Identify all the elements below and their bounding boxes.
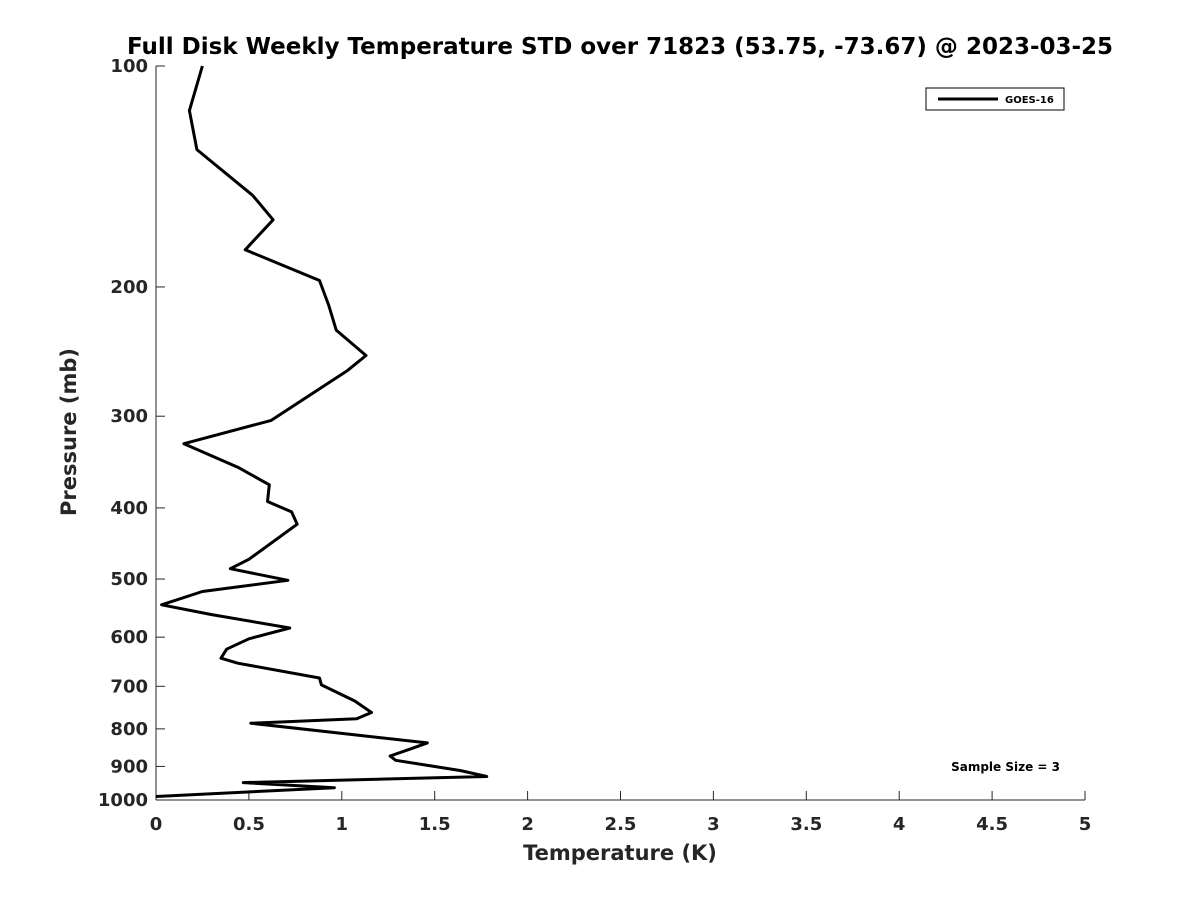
axes xyxy=(155,66,1085,801)
y-tick-label: 500 xyxy=(110,569,148,590)
x-tick-label: 1 xyxy=(336,814,349,835)
x-tick-label: 1.5 xyxy=(419,814,451,835)
y-tick-label: 600 xyxy=(110,627,148,648)
x-tick-label: 3 xyxy=(707,814,720,835)
y-tick-label: 700 xyxy=(110,676,148,697)
y-tick-label: 300 xyxy=(110,406,148,427)
x-tick-label: 2.5 xyxy=(605,814,637,835)
x-tick-label: 4.5 xyxy=(976,814,1008,835)
legend: GOES-16 xyxy=(925,87,1065,111)
y-tick-label: 900 xyxy=(110,756,148,777)
x-axis-ticks: 0 0.5 1 1.5 2 2.5 3 3.5 4 4.5 5 xyxy=(150,791,1092,835)
series-lines xyxy=(155,65,489,798)
legend-entry-label: GOES-16 xyxy=(1005,95,1054,106)
x-tick-label: 0.5 xyxy=(233,814,265,835)
x-tick-label: 2 xyxy=(521,814,534,835)
sample-size-annotation: Sample Size = 3 xyxy=(951,760,1060,774)
y-tick-label: 800 xyxy=(110,719,148,740)
x-tick-label: 3.5 xyxy=(790,814,822,835)
y-tick-label: 400 xyxy=(110,498,148,519)
chart-title: Full Disk Weekly Temperature STD over 71… xyxy=(127,34,1113,60)
x-tick-label: 0 xyxy=(150,814,163,835)
y-axis-ticks: 100 200 300 400 500 600 700 800 900 1000 xyxy=(98,56,165,811)
y-tick-label: 1000 xyxy=(98,790,148,811)
series-line-goes-16 xyxy=(155,65,489,798)
x-tick-label: 4 xyxy=(893,814,906,835)
y-tick-label: 100 xyxy=(110,56,148,77)
y-axis-label: Pressure (mb) xyxy=(57,348,81,516)
x-axis-label: Temperature (K) xyxy=(523,841,717,865)
x-tick-label: 5 xyxy=(1079,814,1092,835)
y-tick-label: 200 xyxy=(110,277,148,298)
